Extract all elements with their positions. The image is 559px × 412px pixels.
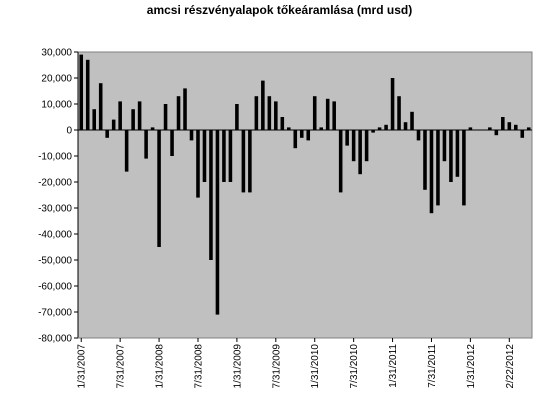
- y-tick-label: -10,000: [38, 152, 72, 163]
- bar: [137, 101, 142, 130]
- x-tick-label: 1/31/2012: [466, 344, 477, 389]
- bar: [306, 130, 311, 141]
- x-tick-label: 1/31/2011: [388, 344, 399, 388]
- bar: [325, 98, 330, 130]
- y-tick-label: -80,000: [38, 334, 72, 345]
- bar: [215, 130, 220, 315]
- bar: [403, 122, 408, 130]
- y-tick-label: -20,000: [38, 178, 72, 189]
- bar: [79, 54, 84, 130]
- bar: [261, 80, 265, 130]
- x-tick-label: 2/22/2012: [505, 344, 516, 389]
- bar: [526, 127, 531, 130]
- x-tick-label: 7/31/2008: [193, 344, 204, 389]
- bar: [280, 117, 285, 130]
- y-tick-label: 20,000: [41, 74, 72, 85]
- bar: [293, 130, 298, 149]
- bar: [241, 130, 246, 193]
- bar: [144, 130, 148, 159]
- bar: [267, 96, 272, 130]
- x-tick-label: 1/31/2009: [232, 344, 243, 389]
- bar: [183, 88, 187, 130]
- bar: [299, 130, 304, 138]
- bar: [468, 127, 473, 130]
- x-tick-label: 7/31/2010: [349, 344, 360, 389]
- y-axis: 30,000 20,000 10,000 0 -10,000 -20,000 -30,000…: [38, 48, 79, 345]
- x-axis: 1/31/2007 7/31/2007 1/31/2008 7/31/2008 1/31…: [77, 337, 532, 389]
- bar: [176, 96, 181, 130]
- bar: [345, 130, 349, 146]
- y-tick-label: -50,000: [38, 256, 72, 267]
- bar: [429, 130, 434, 214]
- bar: [131, 109, 135, 130]
- x-tick-label: 7/31/2009: [271, 344, 282, 389]
- bar: [423, 130, 427, 190]
- plot-area: [77, 51, 533, 339]
- bar: [105, 130, 109, 138]
- bar: [287, 127, 291, 130]
- x-tick-label: 1/31/2008: [155, 344, 166, 389]
- bar: [312, 96, 317, 130]
- bar: [189, 130, 194, 141]
- x-tick-label: 1/31/2010: [310, 344, 321, 389]
- bar: [358, 130, 362, 175]
- x-tick-label: 7/31/2007: [116, 344, 127, 389]
- bar: [488, 127, 492, 130]
- bar: [111, 119, 116, 130]
- bar: [157, 130, 161, 247]
- chart-title: amcsi részvényalapok tőkeáramlása (mrd u…: [146, 3, 413, 17]
- y-tick-label: 10,000: [41, 100, 72, 111]
- bar: [449, 130, 453, 182]
- bar: [397, 96, 401, 130]
- bar: [338, 130, 343, 193]
- y-tick-label: -60,000: [38, 282, 72, 293]
- bar: [319, 127, 323, 130]
- bar-series: [79, 54, 531, 315]
- bar: [507, 122, 512, 130]
- bar: [501, 117, 505, 130]
- bar: [124, 130, 129, 172]
- bar: [436, 130, 440, 206]
- bar: [85, 59, 90, 130]
- bar: [98, 83, 103, 130]
- bar: [209, 130, 213, 260]
- bar: [274, 101, 278, 130]
- y-tick-label: -70,000: [38, 308, 72, 319]
- bar: [228, 130, 233, 182]
- y-tick-label: -30,000: [38, 204, 72, 215]
- bar: [494, 130, 499, 136]
- bar: [364, 130, 369, 162]
- bar: [384, 124, 388, 130]
- y-tick-label: 0: [66, 126, 72, 137]
- bar: [196, 130, 200, 198]
- bar: [150, 127, 155, 130]
- bar: [371, 130, 375, 133]
- bar: [118, 101, 122, 130]
- bar: [235, 104, 239, 130]
- bar: [92, 109, 96, 130]
- bar: [163, 104, 168, 130]
- bar: [254, 96, 259, 130]
- bar: [520, 130, 525, 138]
- bar: [390, 78, 395, 130]
- y-tick-label: 30,000: [41, 48, 72, 59]
- bar: [462, 130, 466, 206]
- bar: [514, 124, 518, 130]
- bar: [222, 130, 226, 182]
- x-tick-label: 1/31/2007: [77, 344, 88, 389]
- y-tick-label: -40,000: [38, 230, 72, 241]
- bar: [416, 130, 421, 141]
- bar: [410, 111, 414, 130]
- bar: [351, 130, 356, 162]
- x-tick-label: 7/31/2011: [427, 344, 438, 388]
- bar: [332, 101, 336, 130]
- bar: [248, 130, 252, 193]
- bar: [455, 130, 460, 177]
- bar: [170, 130, 174, 156]
- bar: [442, 130, 447, 162]
- bar: [377, 127, 382, 130]
- bar: [202, 130, 207, 182]
